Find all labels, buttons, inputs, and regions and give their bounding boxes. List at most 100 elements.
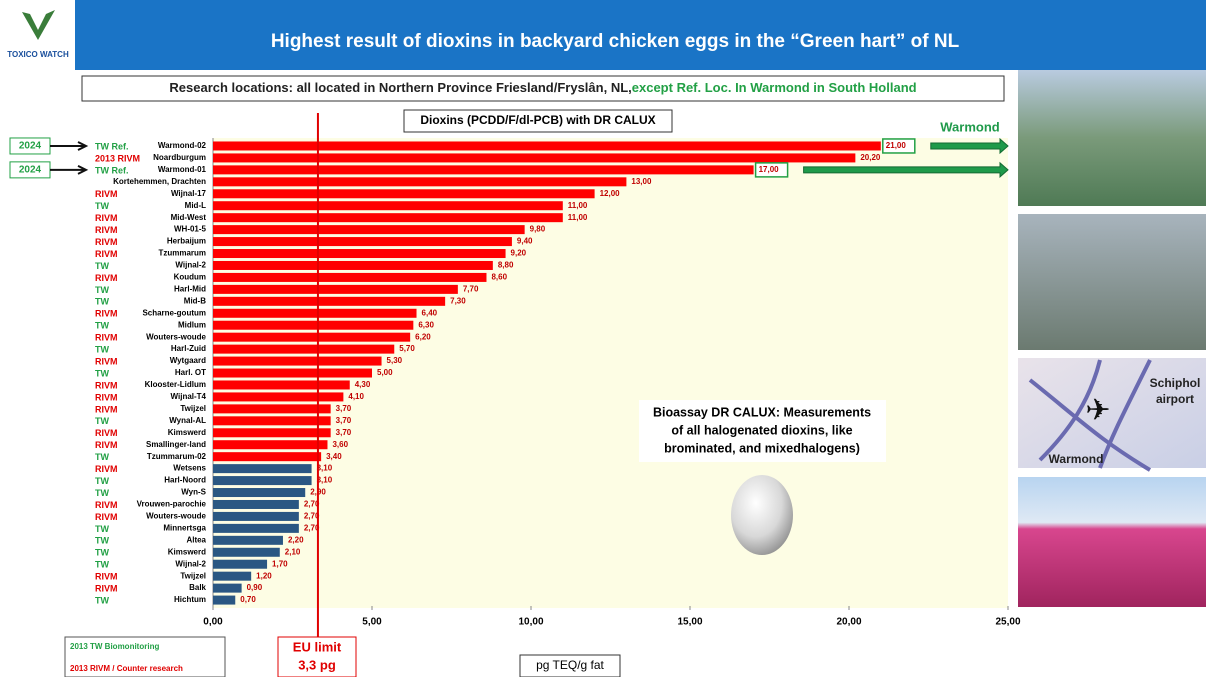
bar [213, 596, 235, 605]
category-label: Wynal-AL [169, 416, 206, 425]
x-axis-label: pg TEQ/g fat [536, 658, 604, 672]
category-label: Tzummarum-02 [147, 452, 207, 461]
legend-entry: 2013 TW Biomonitoring [70, 642, 159, 651]
value-label: 9,20 [511, 249, 527, 258]
source-label: TW [95, 524, 109, 534]
category-label: Hichtum [174, 595, 206, 604]
value-label: 2,10 [285, 547, 301, 556]
bar [213, 201, 563, 210]
bar [213, 273, 486, 282]
value-label: 6,20 [415, 332, 431, 341]
bar [213, 440, 327, 449]
source-label: RIVM [95, 512, 118, 522]
bar [213, 476, 312, 485]
value-label: 7,70 [463, 284, 479, 293]
bar [213, 416, 331, 425]
bar [213, 321, 413, 330]
category-label: Mid-B [184, 296, 206, 305]
bar [213, 560, 267, 569]
source-label: TW [95, 345, 109, 355]
source-label: TW [95, 536, 109, 546]
category-label: Harl-Zuid [171, 344, 206, 353]
category-label: Twijzel [180, 571, 206, 580]
x-tick-label: 15,00 [677, 617, 702, 628]
source-label: RIVM [95, 309, 118, 319]
photo-tulips [1018, 477, 1206, 607]
map-label: airport [1156, 392, 1194, 406]
bar [213, 488, 305, 497]
source-label: TW [95, 297, 109, 307]
value-label: 3,10 [317, 476, 333, 485]
bar [213, 404, 331, 413]
source-label: RIVM [95, 249, 118, 259]
category-label: Wytgaard [170, 356, 206, 365]
category-label: Wetsens [173, 464, 206, 473]
value-label: 6,30 [418, 320, 434, 329]
source-label: RIVM [95, 500, 118, 510]
year-tag: 2024 [19, 141, 42, 152]
bar [213, 249, 506, 258]
source-label: RIVM [95, 428, 118, 438]
category-label: WH-01-5 [174, 225, 207, 234]
annotation: of all halogenated dioxins, like [671, 423, 852, 437]
value-label: 7,30 [450, 296, 466, 305]
category-label: Kimswerd [168, 547, 206, 556]
slide: TOXICO WATCH Highest result of dioxins i… [0, 0, 1206, 677]
source-label: TW [95, 416, 109, 426]
bar [213, 345, 394, 354]
category-label: Wouters-woude [146, 332, 206, 341]
bar [213, 380, 350, 389]
category-label: Koudum [174, 273, 206, 282]
category-label: Mid-West [171, 213, 207, 222]
bar [213, 428, 331, 437]
category-label: Klooster-Lidlum [145, 380, 206, 389]
arrow-label: Warmond [940, 119, 1000, 134]
value-label: 3,60 [332, 440, 348, 449]
photo-warmond [1018, 70, 1206, 206]
bar [213, 165, 754, 174]
bar [213, 285, 458, 294]
category-label: Warmond-02 [158, 141, 207, 150]
photo-airport [1018, 214, 1206, 350]
category-label: Midlum [178, 320, 206, 329]
value-label: 3,40 [326, 452, 342, 461]
bar [213, 141, 881, 150]
value-label: 5,30 [387, 356, 403, 365]
bar [213, 261, 493, 270]
source-label: TW [95, 368, 109, 378]
value-label: 9,80 [530, 225, 546, 234]
source-label: TW [95, 452, 109, 462]
category-label: Wijnal-2 [175, 261, 206, 270]
egg [731, 475, 793, 555]
value-label: 9,40 [517, 237, 533, 246]
bar [213, 464, 312, 473]
value-label: 3,70 [336, 416, 352, 425]
source-label: RIVM [95, 273, 118, 283]
x-tick-label: 0,00 [203, 617, 223, 628]
source-label: TW Ref. [95, 141, 129, 151]
bar [213, 213, 563, 222]
eu-limit-label: EU limit [293, 639, 342, 654]
source-label: TW [95, 560, 109, 570]
x-tick-label: 5,00 [362, 617, 382, 628]
category-label: Noardburgum [153, 153, 206, 162]
category-label: Vrouwen-parochie [137, 500, 207, 509]
bar [213, 225, 525, 234]
category-label: Harl-Mid [174, 284, 206, 293]
source-label: TW [95, 201, 109, 211]
subtitle-main: Research locations: all located in North… [169, 80, 631, 95]
category-label: Tzummarum [158, 249, 206, 258]
eu-limit-value: 3,3 pg [298, 657, 336, 672]
bar [213, 177, 626, 186]
source-label: RIVM [95, 440, 118, 450]
value-label: 8,80 [498, 261, 514, 270]
value-label: 8,60 [491, 273, 507, 282]
bar [213, 357, 382, 366]
category-label: Wyn-S [181, 488, 206, 497]
bar [213, 392, 343, 401]
value-label: 21,00 [886, 141, 907, 150]
bar [213, 584, 242, 593]
source-label: TW [95, 261, 109, 271]
source-label: TW [95, 321, 109, 331]
category-label: Warmond-01 [158, 165, 207, 174]
